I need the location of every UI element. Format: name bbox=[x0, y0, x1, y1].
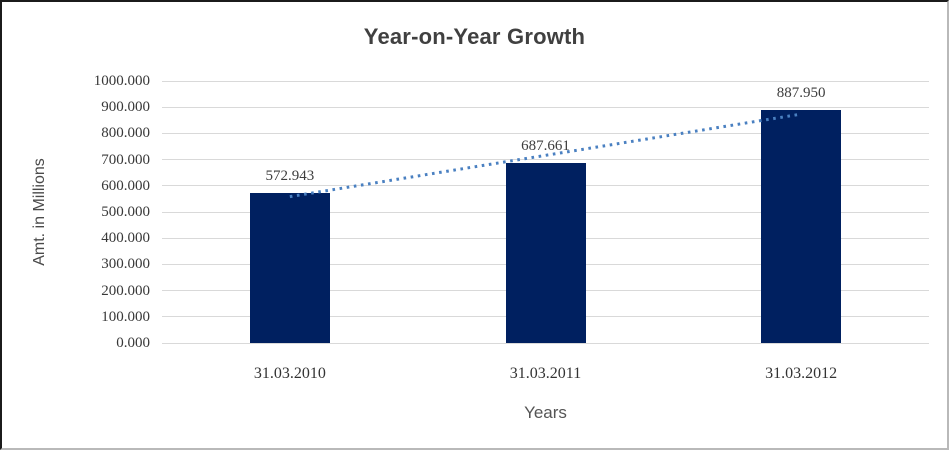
y-axis-tick-label: 300.000 bbox=[101, 256, 150, 273]
y-axis-tick-label: 700.000 bbox=[101, 151, 150, 168]
y-axis-tick-label: 200.000 bbox=[101, 282, 150, 299]
data-label: 572.943 bbox=[265, 167, 315, 184]
gridline bbox=[162, 342, 929, 344]
x-axis-tick-label: 31.03.2011 bbox=[509, 365, 582, 382]
gridline bbox=[162, 80, 929, 82]
data-label: 687.661 bbox=[521, 137, 570, 154]
y-axis-tick-label: 1000.000 bbox=[93, 73, 150, 89]
x-axis-tick-label: 31.03.2010 bbox=[253, 365, 326, 382]
gridline bbox=[162, 106, 929, 108]
x-axis-tick-label: 31.03.2012 bbox=[765, 365, 838, 382]
bar bbox=[505, 162, 586, 343]
data-label: 887.950 bbox=[776, 85, 826, 102]
gridline bbox=[162, 132, 929, 134]
y-axis-tick-label: 800.000 bbox=[101, 125, 150, 142]
trendline bbox=[289, 112, 802, 199]
bar bbox=[249, 192, 330, 343]
y-axis-tick-label: 400.000 bbox=[101, 230, 150, 247]
bar bbox=[761, 110, 842, 343]
plot-area: 572.943 687.661 887.950 bbox=[162, 80, 929, 344]
y-axis-tick-label: 600.000 bbox=[101, 177, 150, 194]
y-axis-tick-label: 100.000 bbox=[101, 308, 150, 325]
y-axis-tick-label: 900.000 bbox=[101, 99, 150, 116]
gridline bbox=[162, 159, 929, 161]
y-axis-tick-label: 500.000 bbox=[101, 204, 150, 220]
x-axis-title: Years bbox=[524, 403, 567, 422]
chart-title: Year-on-Year Growth bbox=[363, 24, 586, 49]
y-axis-tick-label: 0.000 bbox=[116, 335, 150, 351]
